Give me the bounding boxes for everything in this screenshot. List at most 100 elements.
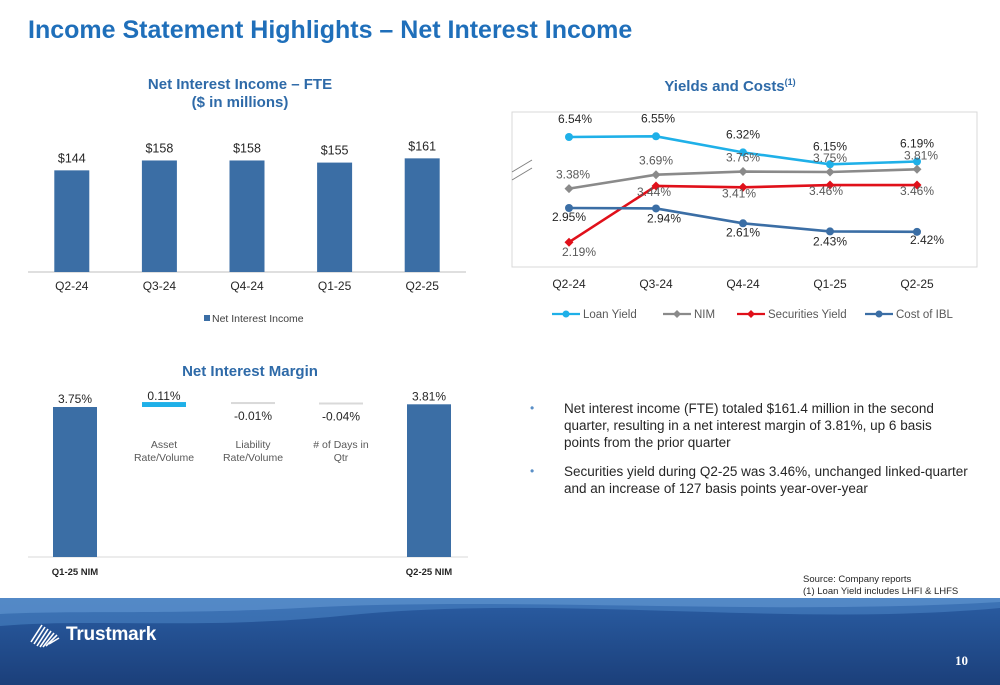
legend-label: Cost of IBL [896,309,953,321]
footer-wave-decoration [0,598,1000,626]
nii-subtitle: ($ in millions) [191,94,289,111]
series-marker [739,219,747,228]
nim-category-label: Rate/Volume [134,452,194,464]
yields-title-footnote: (1) [784,77,796,87]
nim-data-label: 3.75% [58,392,92,406]
nim-total-bar [407,404,451,557]
bullet-item: • Net interest income (FTE) totaled $161… [530,400,970,451]
series-marker [564,184,574,194]
nim-data-label: -0.01% [234,409,272,423]
nim-chart-title: Net Interest Margin [182,363,318,380]
series-data-label: 6.32% [726,127,760,141]
bullet-text: Net interest income (FTE) totaled $161.4… [564,401,934,450]
bullet-item: • Securities yield during Q2-25 was 3.46… [530,463,970,497]
axis-break-mark [511,167,533,181]
series-data-label: 3.81% [904,148,938,162]
nii-data-label: $158 [233,141,261,155]
series-marker [912,180,922,190]
series-data-label: 3.38% [556,168,590,182]
series-marker [913,157,921,166]
nii-data-label: $144 [58,151,86,165]
series-marker [826,227,834,236]
page-title: Income Statement Highlights – Net Intere… [28,16,633,44]
source-note: Source: Company reports (1) Loan Yield i… [803,574,958,598]
nim-category-label: Qtr [334,452,349,464]
nii-legend-swatch [204,315,210,321]
nim-delta-bar [231,402,275,405]
yields-title: Yields and Costs [664,78,785,95]
series-marker [738,182,748,192]
series-data-label: 2.19% [562,245,596,259]
yields-x-tick-label: Q1-25 [813,277,847,291]
nii-x-tick-label: Q3-24 [143,279,177,293]
yields-plot-frame [511,111,978,268]
nim-waterfall-chart: 3.75% 0.11%-0.01% -0.04%3.81%AssetRate/Vol… [28,389,468,578]
yields-x-tick-label: Q4-24 [726,277,760,291]
series-data-label: 2.43% [813,234,847,248]
source-line: Source: Company reports [803,574,912,585]
series-data-label: 6.19% [900,137,934,151]
nii-x-tick-label: Q4-24 [230,279,264,293]
nim-data-label: -0.04% [322,410,360,424]
yields-chart-title: Yields and Costs(1) [600,73,860,96]
series-data-label: 2.95% [552,210,586,224]
legend-label: Securities Yield [768,309,847,321]
footnote-line: (1) Loan Yield includes LHFI & LHFS [803,586,959,597]
trustmark-stripes-icon [30,624,60,648]
bullet-dot-icon: • [530,401,535,415]
nii-bar-chart: $144 Q2-24 $158 Q3-24 $158 Q4-24 $155 Q1-25 $161… [28,139,466,325]
series-data-label: 2.94% [647,211,681,225]
series-data-label: 6.15% [813,139,847,153]
series-data-label: 3.76% [726,151,760,165]
page-number: 10 [955,653,968,668]
series-marker [739,148,747,157]
nim-data-label: 3.81% [412,389,446,403]
legend-marker [673,310,681,318]
series-data-label: 3.46% [809,184,843,198]
nim-x-tick-label: Q2-25 NIM [406,567,453,578]
nii-bar [317,162,353,272]
bullet-text: Securities yield during Q2-25 was 3.46%,… [564,464,968,496]
nim-total-bar [53,407,97,557]
bullet-dot-icon: • [530,464,535,478]
series-data-label: 3.75% [813,151,847,165]
nii-data-label: $155 [321,144,349,158]
nii-x-tick-label: Q1-25 [318,279,352,293]
nii-x-tick-label: Q2-25 [406,279,440,293]
nii-bar [229,160,265,272]
yields-x-tick-label: Q2-25 [900,277,934,291]
nim-category-label: Asset [151,439,177,451]
axis-break-mark [511,159,533,173]
series-data-label: 3.46% [900,184,934,198]
nii-bar [404,158,440,272]
commentary-bullets: • Net interest income (FTE) totaled $161… [530,400,970,509]
nii-bar [54,170,90,272]
nii-legend-label: Net Interest Income [212,313,304,325]
series-data-label: 3.44% [637,185,671,199]
series-marker [651,181,661,191]
series-marker [651,170,661,180]
series-marker [565,133,573,141]
nim-category-label: Liability [235,439,271,451]
series-marker [913,227,921,236]
footer-band: Trustmark 10 [0,598,1000,685]
series-data-label: 3.41% [722,186,756,200]
series-data-label: 6.55% [641,111,675,125]
nii-title: Net Interest Income – FTE [147,76,333,93]
legend-label: NIM [694,309,715,321]
nim-category-label: Rate/Volume [223,452,283,464]
series-data-label: 6.54% [558,112,592,126]
nii-data-label: $158 [145,141,173,155]
nii-data-label: $161 [408,139,436,153]
series-data-label: 2.61% [726,225,760,239]
legend-marker [562,310,570,318]
nim-category-label: # of Days in [313,439,369,451]
series-marker [564,237,574,247]
nii-chart-title: Net Interest Income – FTE ($ in millions… [90,76,390,112]
legend-label: Loan Yield [583,309,637,321]
yields-line-chart: 6.54% 6.55% 6.32% 6.15% 6.19% 3.38% 3.69% 3.76%… [511,111,978,321]
series-marker [825,180,835,190]
series-marker [826,160,834,169]
series-marker [652,132,660,141]
legend-marker [875,310,883,318]
